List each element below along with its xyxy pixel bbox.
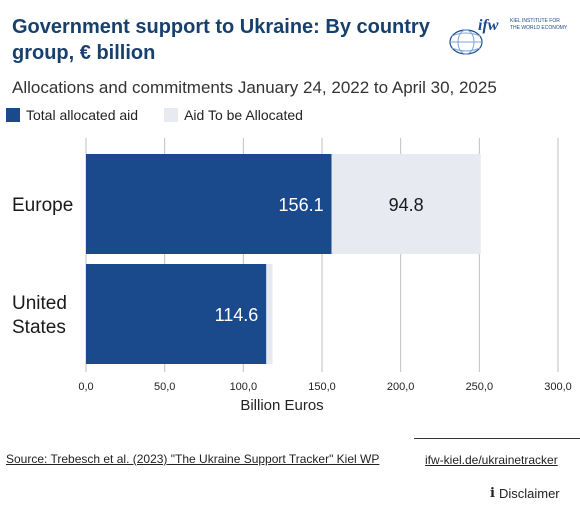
chart-legend: Total allocated aid Aid To be Allocated <box>6 107 329 123</box>
category-label: Europe <box>12 195 73 216</box>
legend-item-to-be-allocated[interactable]: Aid To be Allocated <box>164 107 303 123</box>
x-tick-label: 50,0 <box>154 381 175 393</box>
x-tick-label: 0,0 <box>78 381 93 393</box>
logo-wordmark: ifw <box>478 17 499 34</box>
data-label: 94.8 <box>389 195 424 215</box>
category-label: United States <box>12 293 67 338</box>
legend-item-allocated[interactable]: Total allocated aid <box>6 107 138 123</box>
chart-subtitle: Allocations and commitments January 24, … <box>12 78 497 97</box>
x-tick-label: 250,0 <box>466 381 494 393</box>
info-icon: i <box>490 486 495 501</box>
x-tick-label: 150,0 <box>308 381 336 393</box>
bar-segment-allocated <box>86 154 332 254</box>
x-tick-label: 300,0 <box>544 381 572 393</box>
legend-swatch-allocated <box>6 108 20 122</box>
logo-line1: KIEL INSTITUTE FOR <box>510 18 560 24</box>
data-label: 156.1 <box>279 195 324 215</box>
legend-label-allocated: Total allocated aid <box>26 107 139 123</box>
globe-icon: ifw KIEL INSTITUTE FOR THE WORLD ECONOMY <box>449 17 568 55</box>
ifw-logo[interactable]: ifw KIEL INSTITUTE FOR THE WORLD ECONOMY <box>448 12 572 58</box>
chart-title: Government support to Ukraine: By countr… <box>12 16 430 64</box>
legend-label-to-be-allocated: Aid To be Allocated <box>184 107 303 123</box>
source-link[interactable]: Source: Trebesch et al. (2023) "The Ukra… <box>6 452 380 466</box>
disclaimer-button[interactable]: i Disclaimer <box>490 486 560 501</box>
x-tick-label: 200,0 <box>387 381 415 393</box>
bar-chart: 156.1 94.8 Europe 114.6 United States 0,0 50,0 1… <box>12 138 572 414</box>
x-axis-label: Billion Euros <box>240 397 323 414</box>
bar-segment-to-be-allocated <box>266 264 273 364</box>
logo-line2: THE WORLD ECONOMY <box>510 25 568 31</box>
bar-segment-to-be-allocated <box>331 154 481 254</box>
bar-segment-allocated <box>86 264 267 364</box>
legend-swatch-to-be-allocated <box>164 108 179 122</box>
tracker-link[interactable]: ifw-kiel.de/ukrainetracker <box>425 453 558 467</box>
disclaimer-label: Disclaimer <box>498 486 560 501</box>
data-label: 114.6 <box>215 305 259 325</box>
footer-divider <box>414 438 580 439</box>
x-tick-label: 100,0 <box>230 381 258 393</box>
